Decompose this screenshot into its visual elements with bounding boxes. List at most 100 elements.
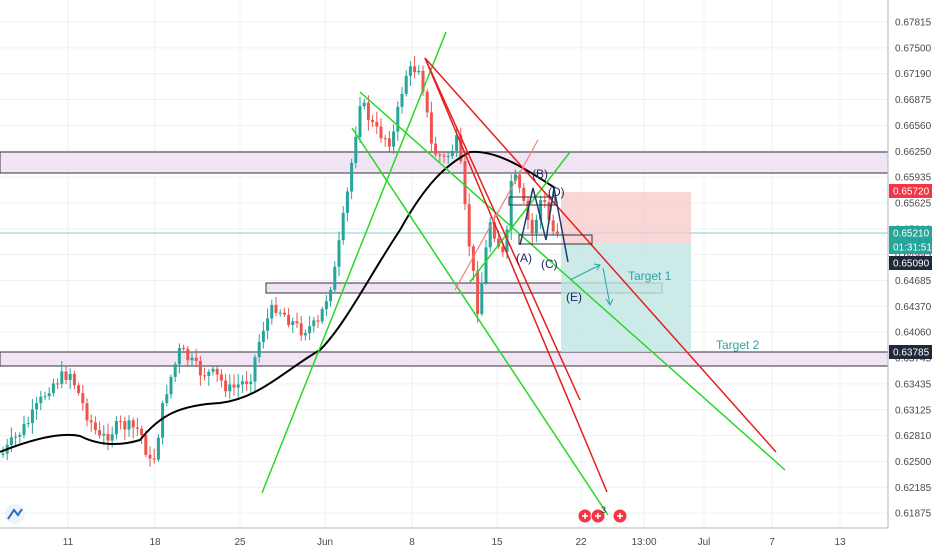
candle-body (177, 348, 181, 365)
candle (114, 416, 118, 440)
ma-line (0, 150, 556, 453)
event-marker-icon[interactable] (577, 508, 593, 524)
candle-body (522, 187, 526, 201)
candle-body (211, 368, 215, 372)
price-badge: 01:31:51 (889, 240, 932, 254)
candle-body (81, 393, 85, 404)
price-badge: 0.65210 (889, 226, 932, 240)
candle (316, 314, 320, 329)
price-badge-bg (889, 184, 932, 198)
candle-body (140, 428, 144, 435)
candle-body (429, 112, 433, 144)
candle (156, 434, 160, 462)
event-marker-icon[interactable] (612, 508, 628, 524)
candle-body (144, 434, 148, 455)
candle-body (492, 222, 496, 239)
candle-body (371, 119, 375, 123)
candle-body (392, 131, 396, 147)
candle (534, 214, 538, 243)
red-trendline (424, 57, 608, 493)
candle-body (161, 402, 165, 438)
candle-body (375, 122, 379, 127)
candle (245, 371, 249, 391)
candle-body (60, 371, 64, 384)
candle-body (18, 434, 22, 437)
wave-path (519, 187, 569, 263)
price-badge-bg (889, 345, 932, 359)
candle (501, 243, 505, 258)
candle (60, 361, 64, 389)
candle (392, 124, 396, 154)
projection-arrow (569, 264, 601, 281)
candle-body (362, 102, 366, 107)
candle (39, 390, 43, 411)
candle-body (350, 162, 354, 192)
candle (400, 87, 404, 114)
y-tick-label: 0.62810 (895, 431, 932, 442)
candle-body (102, 433, 106, 436)
candle-body (358, 106, 362, 137)
candle (257, 334, 261, 363)
candle (278, 309, 282, 317)
candle-body (261, 330, 265, 342)
candle-body (245, 381, 249, 385)
x-tick-label: 13:00 (631, 537, 656, 548)
logo-mark (7, 508, 23, 520)
x-tick-label: 25 (234, 537, 246, 548)
tradingview-logo-icon[interactable] (5, 504, 25, 524)
candle (98, 421, 102, 439)
trendlines[interactable] (261, 31, 786, 516)
candle (274, 296, 278, 317)
candle-body (446, 156, 450, 158)
candle-body (173, 364, 177, 377)
x-tick-label: Jun (317, 537, 333, 548)
price-badge: 0.65720 (889, 184, 932, 198)
candle-body (119, 421, 123, 423)
stop-loss-area (561, 192, 691, 244)
candle-body (110, 434, 114, 441)
price-badge-label: 01:31:51 (893, 243, 932, 254)
candle-body (404, 75, 408, 94)
candle (539, 195, 543, 229)
price-badge-label: 0.65090 (893, 259, 930, 270)
candle (383, 135, 387, 147)
candle-body (253, 357, 257, 382)
horizontal-zones (0, 151, 889, 367)
candle-body (30, 409, 34, 424)
candle-body (47, 393, 51, 397)
candle (438, 150, 442, 162)
y-tick-label: 0.66875 (895, 95, 932, 106)
candle-body (387, 138, 391, 147)
short-position-tool[interactable] (561, 192, 691, 352)
red-trendline (424, 57, 581, 401)
candle (434, 136, 438, 157)
chart-extras[interactable]: 3 (5, 504, 628, 524)
candle (396, 101, 400, 141)
candle-body (182, 348, 186, 350)
candle-body (35, 403, 39, 410)
support-zone (0, 351, 889, 367)
candle-body (463, 161, 467, 205)
candle-body (190, 357, 194, 361)
candle-body (455, 135, 459, 151)
candle-body (539, 200, 543, 220)
candle (81, 384, 85, 412)
event-marker-icon[interactable] (590, 508, 606, 524)
candle-body (43, 396, 47, 398)
candle (102, 425, 106, 446)
x-tick-label: 8 (409, 537, 415, 548)
y-tick-label: 0.64995 (895, 250, 932, 261)
wave-pattern[interactable] (508, 187, 614, 306)
candle (215, 366, 219, 382)
y-tick-label: 0.65625 (895, 198, 932, 209)
y-tick-label: 0.67500 (895, 43, 932, 54)
candle-body (152, 458, 156, 460)
candle-body (413, 66, 417, 73)
green-trendline (351, 127, 609, 516)
candle-body (127, 420, 131, 430)
projection-arrow (602, 267, 611, 306)
candle-body (438, 154, 442, 156)
candle (22, 415, 26, 439)
price-badge-label: 0.65720 (893, 187, 930, 198)
